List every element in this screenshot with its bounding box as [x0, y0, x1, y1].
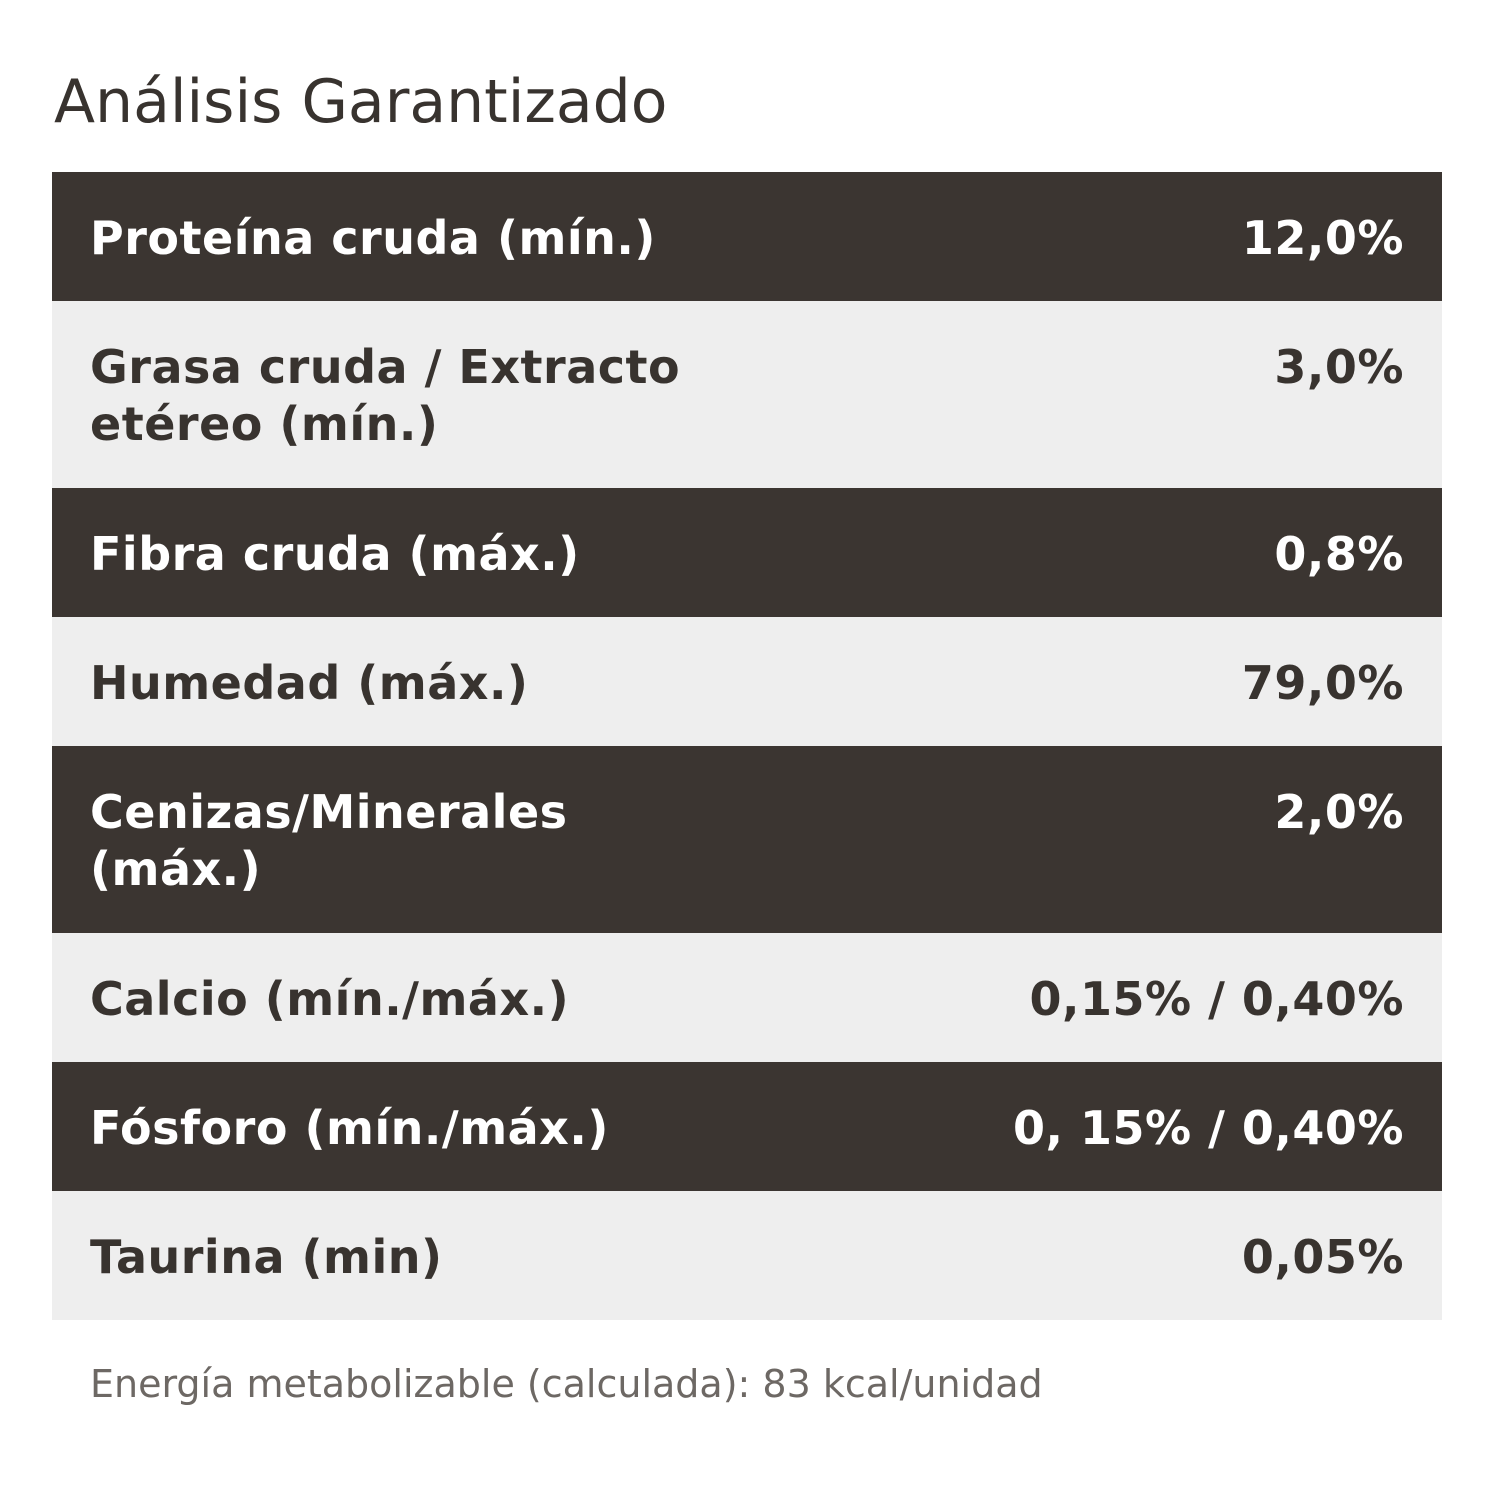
row-label: Grasa cruda / Extracto etéreo (mín.)	[90, 340, 681, 451]
table-row-ash: Cenizas/Minerales (máx.) 2,0%	[52, 746, 1442, 933]
row-label: Proteína cruda (mín.)	[90, 211, 656, 265]
row-value: 0, 15% / 0,40%	[1012, 1101, 1404, 1155]
table-row-fiber: Fibra cruda (máx.) 0,8%	[52, 488, 1442, 617]
row-value: 3,0%	[1274, 340, 1404, 394]
row-label: Cenizas/Minerales (máx.)	[90, 785, 568, 896]
page-title: Análisis Garantizado	[54, 67, 668, 137]
row-value: 0,05%	[1241, 1230, 1404, 1284]
row-label: Humedad (máx.)	[90, 656, 529, 710]
row-label: Fibra cruda (máx.)	[90, 527, 580, 581]
row-label: Taurina (min)	[90, 1230, 443, 1284]
table-row-moisture: Humedad (máx.) 79,0%	[52, 617, 1442, 746]
guaranteed-analysis-table: Proteína cruda (mín.) 12,0% Grasa cruda …	[52, 172, 1442, 1320]
table-row-calcium: Calcio (mín./máx.) 0,15% / 0,40%	[52, 933, 1442, 1062]
table-row-protein: Proteína cruda (mín.) 12,0%	[52, 172, 1442, 301]
row-label: Calcio (mín./máx.)	[90, 972, 570, 1026]
table-row-phosphorus: Fósforo (mín./máx.) 0, 15% / 0,40%	[52, 1062, 1442, 1191]
row-label: Fósforo (mín./máx.)	[90, 1101, 609, 1155]
table-row-fat: Grasa cruda / Extracto etéreo (mín.) 3,0…	[52, 301, 1442, 488]
row-value: 12,0%	[1241, 211, 1404, 265]
table-row-taurine: Taurina (min) 0,05%	[52, 1191, 1442, 1320]
row-value: 79,0%	[1241, 656, 1404, 710]
row-value: 0,8%	[1274, 527, 1404, 581]
row-value: 2,0%	[1274, 785, 1404, 839]
energy-footnote: Energía metabolizable (calculada): 83 kc…	[90, 1362, 1043, 1406]
row-value: 0,15% / 0,40%	[1029, 972, 1404, 1026]
